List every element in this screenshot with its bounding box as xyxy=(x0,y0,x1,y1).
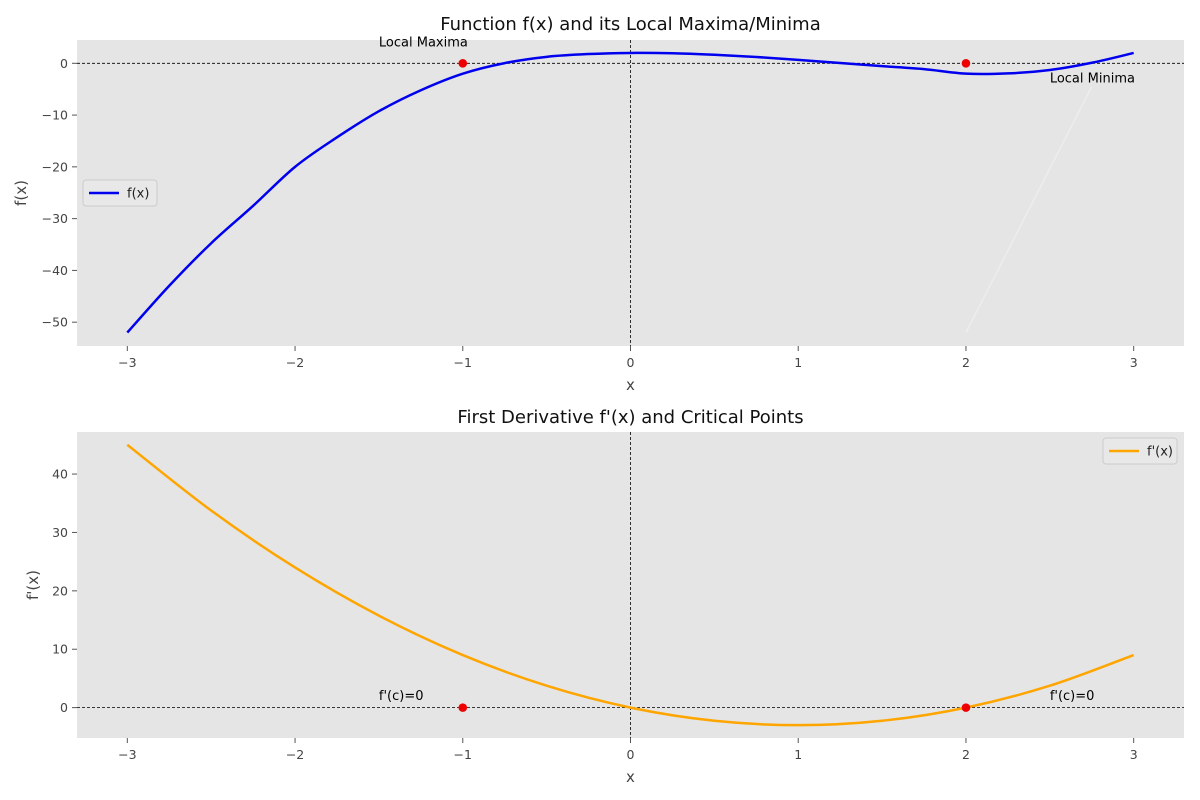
plot1-xtick-label: 0 xyxy=(627,355,635,370)
plot2-ytick-label: 40 xyxy=(52,467,68,482)
plot2-critical-point xyxy=(961,703,971,712)
plot1-legend: f(x) xyxy=(82,179,158,207)
plot1-ylabel: f(x) xyxy=(12,180,30,206)
plot1-legend-box xyxy=(82,179,158,207)
plot1-ytick-label: 0 xyxy=(60,56,68,71)
plot1-ytick-label: −40 xyxy=(42,263,68,278)
plot2-legend: f'(x) xyxy=(1102,437,1178,465)
plot2-ytick-label: 0 xyxy=(60,700,68,715)
plot2-ytick-label: 20 xyxy=(52,583,68,598)
plot2-title: First Derivative f'(x) and Critical Poin… xyxy=(457,407,803,428)
plot2-xlabel: x xyxy=(626,768,635,786)
plot2-group: First Derivative f'(x) and Critical Poin… xyxy=(24,407,1184,786)
plot2-xtick-label: 1 xyxy=(794,747,802,762)
plot2-ytick-label: 30 xyxy=(52,525,68,540)
plot1-critical-point xyxy=(458,58,468,68)
plot1-title: Function f(x) and its Local Maxima/Minim… xyxy=(440,14,821,35)
plot2-xtick-label: 0 xyxy=(627,747,635,762)
plot1-group: Function f(x) and its Local Maxima/Minim… xyxy=(12,14,1184,394)
plot1-xtick-label: −1 xyxy=(454,355,472,370)
plot2-critical-point xyxy=(458,703,468,712)
plot1-xlabel: x xyxy=(626,376,635,394)
plot1-legend-label: f(x) xyxy=(127,187,149,202)
plot1-xtick-label: −2 xyxy=(286,355,304,370)
plot2-xtick-label: −2 xyxy=(286,747,304,762)
plot1-ytick-label: −10 xyxy=(42,108,68,123)
plot1-ytick-label: −50 xyxy=(42,315,68,330)
plot1-ytick-label: −20 xyxy=(42,159,68,174)
plot2-xtick-label: −1 xyxy=(454,747,472,762)
plot1-annotation-arrow xyxy=(965,86,1093,333)
plot2-ylabel: f'(x) xyxy=(24,570,42,600)
plot1-series-line xyxy=(126,51,1134,334)
plot1-xtick-label: 2 xyxy=(962,355,970,370)
plot2-legend-box xyxy=(1102,437,1178,465)
plot1-annotation: Local Minima xyxy=(1050,71,1135,86)
plot2-legend-label: f'(x) xyxy=(1147,445,1173,460)
plot2-annotation: f'(c)=0 xyxy=(1050,689,1095,704)
plot2-annotation: f'(c)=0 xyxy=(379,689,424,704)
plot1-xtick-label: 3 xyxy=(1130,355,1138,370)
plot2-xtick-label: 3 xyxy=(1130,747,1138,762)
plot2-xtick-label: 2 xyxy=(962,747,970,762)
plot2-xtick-label: −3 xyxy=(118,747,136,762)
plot1-critical-point xyxy=(961,58,971,68)
plot1-ytick-label: −30 xyxy=(42,211,68,226)
plot1-xtick-label: 1 xyxy=(794,355,802,370)
plot1-xtick-label: −3 xyxy=(118,355,136,370)
plot1-annotation: Local Maxima xyxy=(379,36,468,51)
plot2-ytick-label: 10 xyxy=(52,642,68,657)
